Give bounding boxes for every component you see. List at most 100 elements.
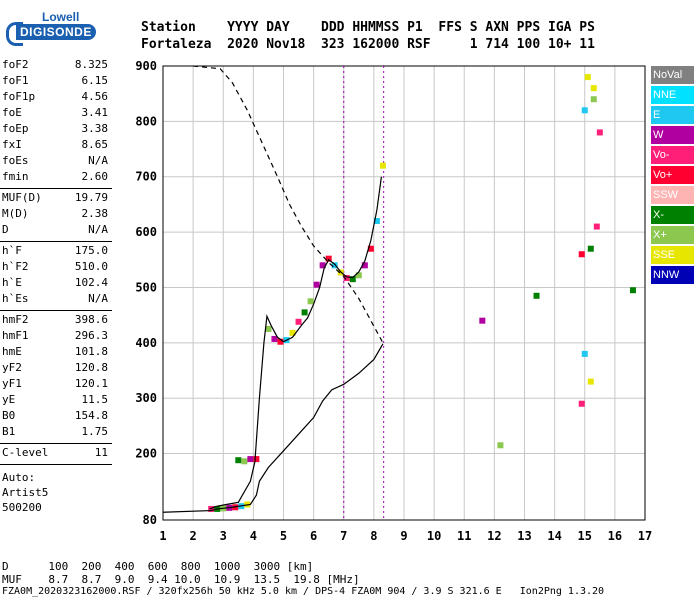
- echo-point: [373, 218, 380, 225]
- param-value: 398.6: [74, 313, 108, 326]
- param-label: foEp: [2, 122, 29, 135]
- param-row: foF1 6.15: [2, 74, 108, 87]
- param-row: fmin 2.60: [2, 170, 108, 183]
- y-tick-label: 300: [135, 391, 157, 405]
- echo-point: [367, 245, 374, 252]
- echo-point: [331, 262, 338, 269]
- param-label: hmE: [2, 345, 22, 358]
- x-tick-label: 5: [280, 529, 287, 543]
- dashed-profile-line: [193, 65, 384, 344]
- param-label: fxI: [2, 138, 22, 151]
- param-row: foF2 8.325: [2, 58, 108, 71]
- echo-point: [581, 107, 588, 114]
- param-value: 2.60: [81, 170, 109, 183]
- param-value: 2.38: [81, 207, 109, 220]
- x-tick-label: 12: [487, 529, 501, 543]
- echo-point: [596, 129, 603, 136]
- param-label: foF1: [2, 74, 29, 87]
- param-value: 175.0: [74, 244, 108, 257]
- param-row: B0 154.8: [2, 409, 108, 422]
- legend-item: NNE: [651, 86, 694, 104]
- y-tick-label: 800: [135, 114, 157, 128]
- param-divider: [0, 310, 112, 311]
- echo-point: [247, 456, 254, 463]
- echo-point: [289, 329, 296, 336]
- param-value: 1.75: [81, 425, 109, 438]
- param-value: 3.38: [81, 122, 109, 135]
- echo-point: [590, 96, 597, 103]
- param-label: M(D): [2, 207, 29, 220]
- param-label: foEs: [2, 154, 29, 167]
- param-label: hmF2: [2, 313, 29, 326]
- param-label: C-level: [2, 446, 49, 459]
- echo-point: [578, 400, 585, 407]
- echo-point: [533, 292, 540, 299]
- param-row: foEp 3.38: [2, 122, 108, 135]
- param-label: fmin: [2, 170, 29, 183]
- param-label: h`F: [2, 244, 22, 257]
- echo-point: [379, 162, 386, 169]
- param-divider: [0, 188, 112, 189]
- legend-item: Vo+: [651, 166, 694, 184]
- param-value: N/A: [88, 292, 108, 305]
- echo-point: [578, 251, 585, 258]
- footer-muf-line: MUF 8.7 8.7 9.0 9.4 10.0 10.9 13.5 19.8 …: [2, 573, 360, 586]
- param-row: h`F 175.0: [2, 244, 108, 257]
- footer-distance-line: D 100 200 400 600 800 1000 3000 [km]: [2, 560, 314, 573]
- param-divider: [0, 443, 112, 444]
- param-row: hmE 101.8: [2, 345, 108, 358]
- echo-point: [584, 74, 591, 81]
- echo-point: [295, 318, 302, 325]
- param-value: 19.79: [74, 191, 108, 204]
- echo-point: [301, 309, 308, 316]
- param-label: foF1p: [2, 90, 36, 103]
- echo-point: [313, 281, 320, 288]
- param-label: MUF(D): [2, 191, 42, 204]
- echo-point: [629, 287, 636, 294]
- legend-item: W: [651, 126, 694, 144]
- param-row: yF2 120.8: [2, 361, 108, 374]
- param-value: 6.15: [81, 74, 109, 87]
- param-row: h`F2 510.0: [2, 260, 108, 273]
- x-tick-label: 15: [578, 529, 592, 543]
- param-label: yE: [2, 393, 16, 406]
- param-label: h`F2: [2, 260, 29, 273]
- legend: NoVal NNE E W Vo- Vo+ SSW X- X+ SSE NNW: [651, 66, 694, 286]
- param-value: 4.56: [81, 90, 109, 103]
- param-label: h`Es: [2, 292, 29, 305]
- param-value: 102.4: [74, 276, 108, 289]
- legend-item: Vo-: [651, 146, 694, 164]
- echo-point: [587, 378, 594, 385]
- param-divider: [0, 464, 112, 465]
- echo-point: [241, 458, 248, 465]
- y-tick-label: 400: [135, 336, 157, 350]
- param-value: 8.65: [81, 138, 109, 151]
- param-value: 154.8: [74, 409, 108, 422]
- param-label: foF2: [2, 58, 29, 71]
- echo-point: [235, 457, 242, 464]
- param-label: foE: [2, 106, 22, 119]
- param-value: 296.3: [74, 329, 108, 342]
- x-tick-label: 16: [608, 529, 622, 543]
- param-value: 120.8: [74, 361, 108, 374]
- param-row: B1 1.75: [2, 425, 108, 438]
- param-row: h`E 102.4: [2, 276, 108, 289]
- param-row: foE 3.41: [2, 106, 108, 119]
- param-row: yE 11.5: [2, 393, 108, 406]
- legend-item: NoVal: [651, 66, 694, 84]
- echo-point: [479, 317, 486, 324]
- param-row: foEs N/A: [2, 154, 108, 167]
- param-row: D N/A: [2, 223, 108, 236]
- y-tick-label: 500: [135, 280, 157, 294]
- echo-point: [319, 262, 326, 269]
- param-label: B0: [2, 409, 16, 422]
- legend-item: X-: [651, 206, 694, 224]
- header-line-1: Station YYYY DAY DDD HHMMSS P1 FFS S AXN…: [141, 20, 595, 35]
- profile-line: [162, 343, 384, 513]
- legend-item: SSW: [651, 186, 694, 204]
- header-line-2: Fortaleza 2020 Nov18 323 162000 RSF 1 71…: [141, 37, 595, 52]
- echo-point: [497, 442, 504, 449]
- param-row: h`Es N/A: [2, 292, 108, 305]
- y-tick-label: 80: [143, 513, 157, 527]
